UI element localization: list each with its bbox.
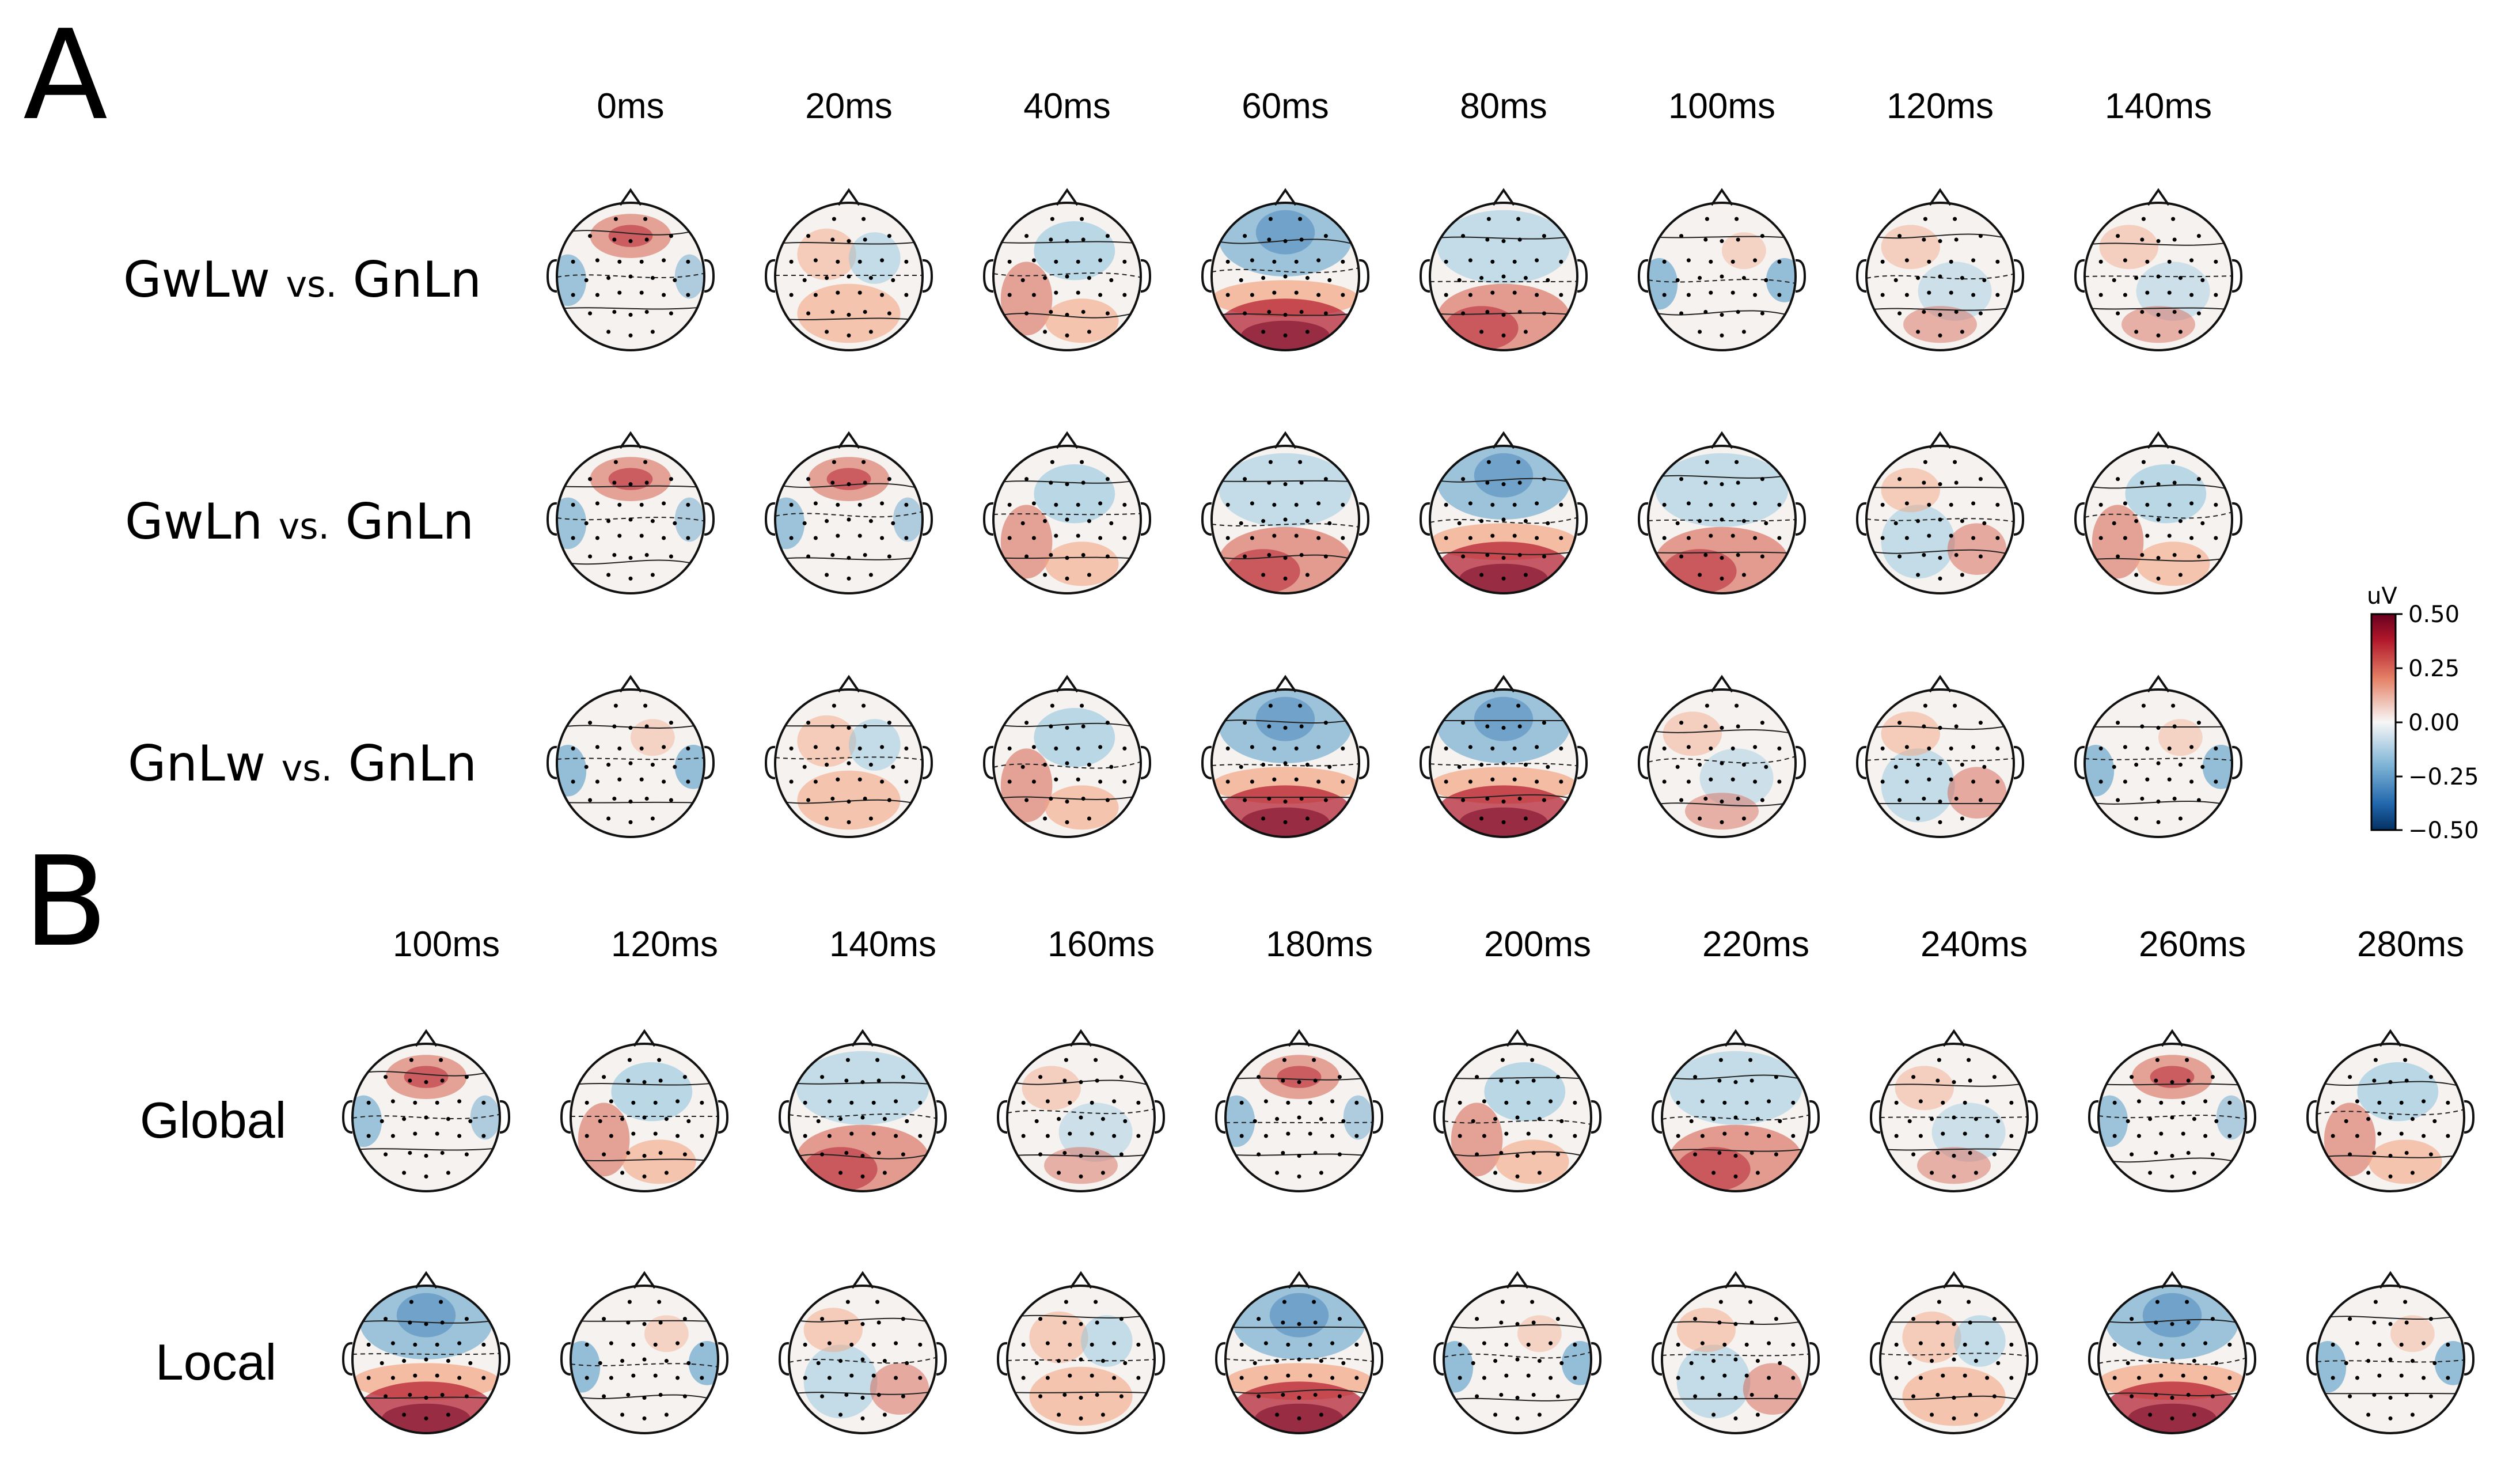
scalp-topomap — [764, 675, 933, 838]
scalp-topomap — [996, 1029, 1166, 1192]
time-label: 20ms — [805, 86, 893, 126]
scalp-topomap — [2088, 1271, 2257, 1434]
scalp-topomap — [2306, 1029, 2475, 1192]
scalp-topomap — [1651, 1271, 1820, 1434]
scalp-topomap — [2074, 675, 2243, 838]
scalp-topomap — [1637, 431, 1806, 594]
colorbar-unit: uV — [2367, 583, 2397, 609]
scalp-topomap — [546, 675, 715, 838]
scalp-topomap — [560, 1271, 729, 1434]
scalp-topomap — [1869, 1029, 2039, 1192]
time-label: 140ms — [2105, 86, 2212, 126]
scalp-topomap — [1215, 1271, 1384, 1434]
colorbar-tick: −0.50 — [2408, 817, 2479, 844]
panel-a-letter: A — [23, 3, 108, 147]
time-label: 260ms — [2139, 925, 2246, 964]
scalp-topomap — [982, 188, 1152, 351]
time-label: 160ms — [1048, 925, 1155, 964]
scalp-topomap — [546, 431, 715, 594]
scalp-topomap — [764, 431, 933, 594]
scalp-topomap — [778, 1029, 947, 1192]
scalp-topomap — [1637, 675, 1806, 838]
scalp-topomap — [996, 1271, 1166, 1434]
scalp-topomap — [1651, 1029, 1820, 1192]
scalp-topomap — [1419, 188, 1588, 351]
panel-b-topomaps — [341, 1029, 2475, 1434]
panel-a-topomaps — [546, 188, 2243, 838]
time-label: 40ms — [1023, 86, 1111, 126]
time-label: 220ms — [1702, 925, 1809, 964]
scalp-topomap — [2306, 1271, 2475, 1434]
colorbar-gradient — [2370, 613, 2397, 831]
time-label: 240ms — [1921, 925, 2028, 964]
colorbar-tick: −0.25 — [2408, 764, 2479, 790]
time-label: 100ms — [393, 925, 500, 964]
scalp-topomap — [1201, 188, 1370, 351]
scalp-topomap — [1419, 675, 1588, 838]
time-label: 120ms — [611, 925, 718, 964]
scalp-topomap — [2074, 188, 2243, 351]
time-label: 100ms — [1668, 86, 1775, 126]
colorbar-tick: 0.25 — [2408, 656, 2460, 682]
panel-b-time-labels: 100ms 120ms 140ms 160ms 180ms 200ms 220m… — [393, 925, 2464, 964]
scalp-topomap — [1869, 1271, 2039, 1434]
time-label: 80ms — [1460, 86, 1547, 126]
time-label: 200ms — [1484, 925, 1591, 964]
panel-a-time-labels: 0ms 20ms 40ms 60ms 80ms 100ms 120ms 140m… — [597, 86, 2212, 126]
condition-label: GwLw vs. GnLn — [123, 251, 481, 309]
condition-label: GnLw vs. GnLn — [128, 735, 477, 793]
time-label: 180ms — [1266, 925, 1373, 964]
scalp-topomap — [982, 431, 1152, 594]
scalp-topomap — [1201, 431, 1370, 594]
scalp-topomap — [1201, 675, 1370, 838]
time-label: 0ms — [597, 86, 664, 126]
time-label: 140ms — [829, 925, 936, 964]
colorbar-tick: 0.00 — [2408, 710, 2460, 736]
time-label: 120ms — [1887, 86, 1994, 126]
comparison-label: Local — [155, 1334, 276, 1391]
scalp-topomap — [1433, 1029, 1602, 1192]
scalp-topomap — [764, 188, 933, 351]
condition-label: GwLn vs. GnLn — [125, 493, 474, 551]
scalp-topomap — [1433, 1271, 1602, 1434]
scalp-topomap — [341, 1029, 511, 1192]
scalp-topomap — [2074, 431, 2243, 594]
time-label: 60ms — [1242, 86, 1329, 126]
time-label: 280ms — [2357, 925, 2464, 964]
scalp-topomap — [1215, 1029, 1384, 1192]
scalp-topomap — [1637, 188, 1806, 351]
scalp-topomap — [560, 1029, 729, 1192]
scalp-topomap — [2088, 1029, 2257, 1192]
scalp-topomap — [1855, 188, 2025, 351]
colorbar-tick: 0.50 — [2408, 601, 2460, 628]
scalp-topomap — [982, 675, 1152, 838]
scalp-topomap — [778, 1271, 947, 1434]
colorbar: uV 0.50 0.25 0.00 −0.25 −0.50 — [2367, 583, 2479, 844]
scalp-topomap — [1419, 431, 1588, 594]
scalp-topomap — [546, 188, 715, 351]
scalp-topomap — [341, 1271, 511, 1434]
scalp-topomap — [1855, 675, 2025, 838]
comparison-label: Global — [140, 1092, 286, 1149]
scalp-topomap — [1855, 431, 2025, 594]
panel-b-letter: B — [23, 829, 108, 974]
